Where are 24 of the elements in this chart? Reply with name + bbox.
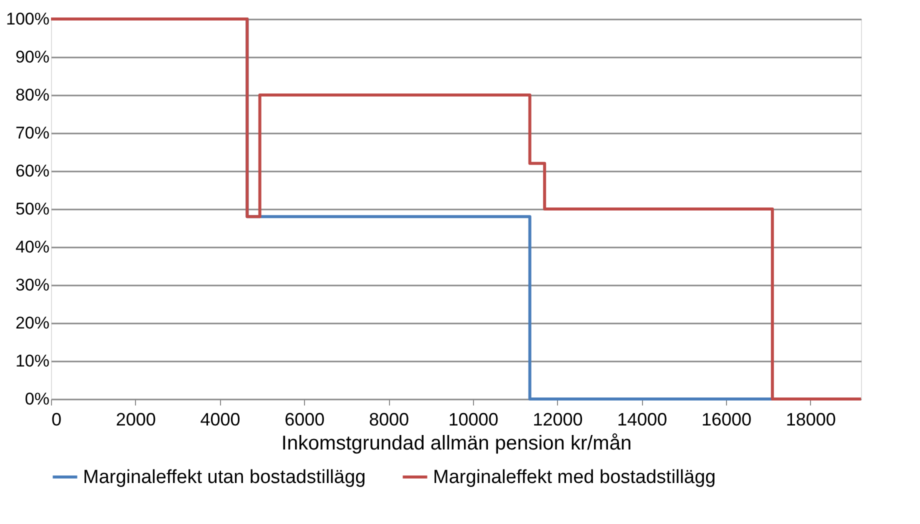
y-tick-label: 10% [15, 352, 50, 370]
x-tick-label: 0 [52, 410, 62, 430]
y-tick-label: 60% [15, 162, 50, 180]
legend-label: Marginaleffekt utan bostadstillägg [83, 467, 366, 488]
y-tick-label: 0% [24, 390, 50, 408]
x-tick-label: 14000 [617, 410, 668, 430]
legend-label: Marginaleffekt med bostadstillägg [433, 467, 716, 488]
x-tick-label: 4000 [200, 410, 240, 430]
x-tick-label: 16000 [701, 410, 752, 430]
y-tick-label: 70% [15, 124, 50, 142]
x-axis-title: Inkomstgrundad allmän pension kr/mån [281, 432, 632, 454]
y-tick-label: 50% [15, 200, 50, 218]
y-tick-label: 40% [15, 238, 50, 256]
y-tick-label: 30% [15, 276, 50, 294]
x-tick-label: 8000 [368, 410, 410, 430]
x-tick-label: 6000 [284, 410, 325, 430]
y-tick-label: 90% [15, 48, 50, 66]
x-tick-label: 10000 [448, 410, 498, 430]
x-tick-label: 18000 [786, 410, 836, 430]
y-tick-label: 20% [15, 314, 50, 332]
x-tick-label: 12000 [532, 410, 583, 430]
y-tick-label: 100% [6, 10, 50, 28]
x-tick-label: 2000 [116, 410, 156, 430]
y-tick-label: 80% [15, 86, 50, 104]
